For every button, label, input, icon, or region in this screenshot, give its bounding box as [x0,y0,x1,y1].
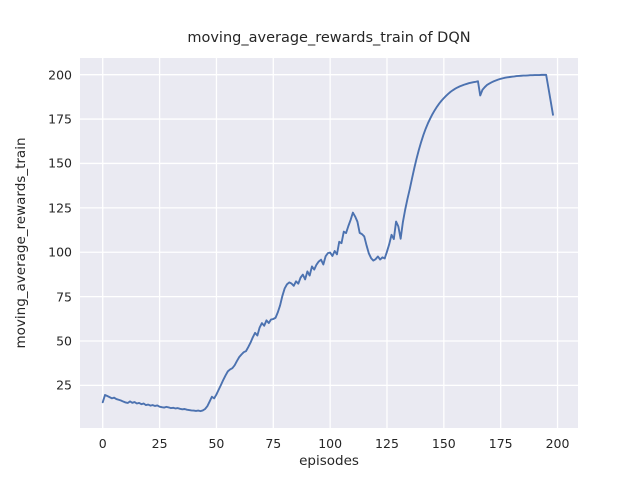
chart-title: moving_average_rewards_train of DQN [187,30,471,46]
grid-lines [80,58,578,428]
x-tick-label: 75 [265,436,282,451]
y-tick-label: 25 [56,377,72,393]
x-tick-label: 175 [488,436,513,451]
chart-canvas [80,58,578,428]
x-tick-label: 0 [98,436,107,451]
dqn-line [101,73,554,413]
x-tick-label: 25 [151,436,168,451]
y-tick-label: 125 [48,200,72,216]
x-tick-label: 50 [208,436,225,451]
y-tick-label: 100 [48,244,72,260]
plot-area [80,58,578,428]
y-tick-label: 50 [56,333,72,349]
x-tick-label: 125 [375,436,399,451]
y-axis-label: moving_average_rewards_train [13,137,29,349]
x-tick-label: 200 [545,436,570,451]
y-tick-label: 150 [48,155,72,171]
y-tick-label: 75 [56,289,72,305]
y-tick-label: 175 [48,111,72,127]
x-tick-label: 150 [431,436,456,451]
x-axis-label: episodes [299,453,359,469]
x-tick-label: 100 [318,436,343,451]
y-tick-label: 200 [48,67,72,83]
